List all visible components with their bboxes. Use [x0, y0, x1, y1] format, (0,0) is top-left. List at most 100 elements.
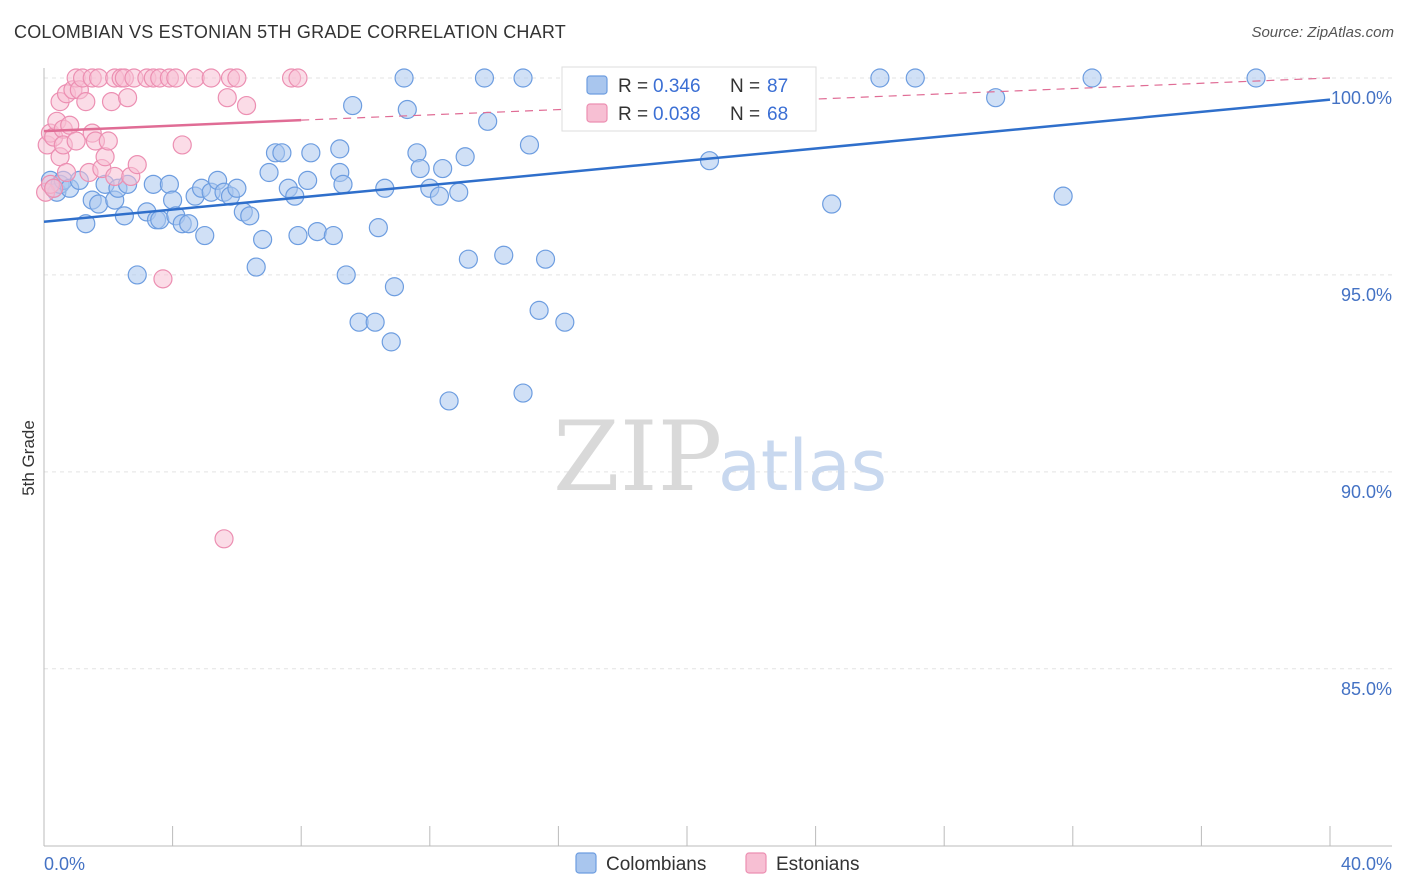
colombians-point-35	[246, 257, 266, 277]
colombians-point-51	[343, 95, 363, 116]
colombians-point-56	[381, 332, 401, 352]
colombians-point-82	[870, 68, 890, 88]
stats-legend: R = 0.346 N = 87 R = 0.038 N = 68	[561, 66, 817, 132]
colombians-point-46	[323, 225, 343, 246]
colombians-point-43	[298, 170, 318, 190]
legend-n-value-colombians: 87	[767, 76, 788, 97]
legend-r-value-estonians: 0.038	[653, 104, 701, 125]
estonians-point-11	[56, 162, 77, 183]
legend-swatch-estonians	[586, 103, 608, 123]
series-legend-swatch-estonians	[745, 852, 767, 874]
colombians-point-73	[513, 383, 533, 403]
x-tick-label-min: 0.0%	[44, 854, 85, 874]
series-legend: Colombians Estonians	[575, 852, 859, 875]
colombians-point-68	[458, 249, 478, 269]
estonians-point-16	[66, 131, 86, 151]
colombians-point-53	[365, 312, 385, 332]
colombians-point-74	[519, 135, 540, 155]
colombians-point-48	[330, 139, 350, 159]
colombians-point-39	[272, 143, 292, 163]
y-tick-labels: 100.0% 95.0% 90.0% 85.0%	[1331, 88, 1392, 699]
estonians-point-33	[117, 88, 138, 108]
colombians-point-77	[555, 312, 575, 332]
legend-r-label-estonians: R =	[618, 104, 648, 125]
colombians-point-61	[410, 158, 430, 179]
estonians-point-40	[153, 269, 173, 289]
series-legend-label-estonians: Estonians	[776, 854, 859, 875]
series-legend-label-colombians: Colombians	[606, 854, 706, 875]
estonians-point-36	[127, 155, 147, 175]
colombians-point-71	[494, 245, 514, 265]
estonians-point-27	[98, 131, 118, 151]
colombians-point-49	[333, 174, 353, 194]
estonians-point-44	[185, 68, 205, 88]
y-tick-label-1: 95.0%	[1341, 285, 1392, 305]
watermark: ZIP atlas	[553, 401, 887, 513]
estonians-point-28	[101, 92, 122, 112]
estonians-point-42	[166, 68, 186, 88]
colombians-point-57	[384, 277, 405, 297]
estonians-point-5	[44, 178, 64, 198]
estonians-point-52	[288, 68, 308, 88]
colombians-point-66	[449, 182, 469, 202]
colombians-point-37	[259, 162, 279, 183]
legend-n-value-estonians: 68	[767, 104, 788, 125]
gridlines	[44, 77, 1392, 670]
colombians-point-75	[529, 300, 549, 320]
y-axis-label: 5th Grade	[19, 420, 38, 496]
colombians-point-50	[336, 265, 356, 285]
estonians-point-50	[236, 95, 257, 116]
estonians-point-49	[227, 68, 247, 88]
colombians-point-76	[535, 249, 556, 269]
estonians-point-24	[89, 68, 109, 88]
colombians-point-34	[240, 206, 260, 226]
colombians-point-84	[986, 88, 1006, 108]
colombians-point-87	[1246, 68, 1266, 88]
watermark-zip: ZIP	[553, 401, 722, 513]
trend-lines	[43, 77, 1331, 223]
estonians-trend-extension	[301, 77, 1331, 121]
colombians-point-42	[288, 225, 308, 246]
legend-n-label-colombians: N =	[730, 76, 760, 97]
estonians-trend-line	[43, 118, 302, 133]
legend-swatch-colombians	[586, 75, 608, 95]
chart-title: COLOMBIAN VS ESTONIAN 5TH GRADE CORRELAT…	[14, 22, 566, 42]
data-points	[36, 68, 1266, 549]
colombians-point-52	[349, 312, 369, 332]
colombians-point-64	[433, 158, 453, 179]
colombians-point-79	[699, 151, 720, 171]
colombians-point-54	[368, 218, 388, 238]
colombians-point-45	[307, 222, 327, 242]
legend-r-label-colombians: R =	[618, 76, 648, 97]
x-tick-label-max: 40.0%	[1341, 854, 1392, 874]
x-ticks	[43, 826, 1331, 846]
colombians-point-60	[407, 143, 427, 163]
colombians-point-72	[513, 68, 533, 88]
estonians-point-19	[76, 92, 96, 112]
colombians-point-20	[159, 174, 179, 194]
colombians-point-65	[439, 391, 459, 411]
y-tick-label-3: 85.0%	[1341, 679, 1392, 699]
colombians-point-24	[179, 214, 199, 234]
colombians-point-32	[227, 178, 247, 198]
estonians-point-45	[201, 68, 221, 88]
estonians-point-30	[105, 166, 125, 187]
colombians-point-44	[301, 143, 321, 163]
colombians-point-9	[89, 194, 109, 214]
y-tick-label-2: 90.0%	[1341, 482, 1392, 502]
series-legend-swatch-colombians	[575, 852, 597, 874]
colombians-point-36	[253, 229, 273, 250]
legend-n-label-estonians: N =	[730, 104, 760, 125]
colombians-point-21	[163, 190, 183, 210]
colombians-point-70	[478, 111, 498, 131]
estonians-point-47	[217, 88, 237, 108]
colombians-point-69	[474, 68, 495, 88]
colombians-point-63	[429, 186, 450, 206]
colombians-point-86	[1082, 68, 1102, 88]
colombians-point-67	[455, 147, 475, 167]
y-tick-label-0: 100.0%	[1331, 88, 1392, 108]
colombians-point-81	[822, 194, 842, 214]
colombians-trend-line	[43, 98, 1331, 223]
colombians-point-17	[143, 174, 163, 194]
